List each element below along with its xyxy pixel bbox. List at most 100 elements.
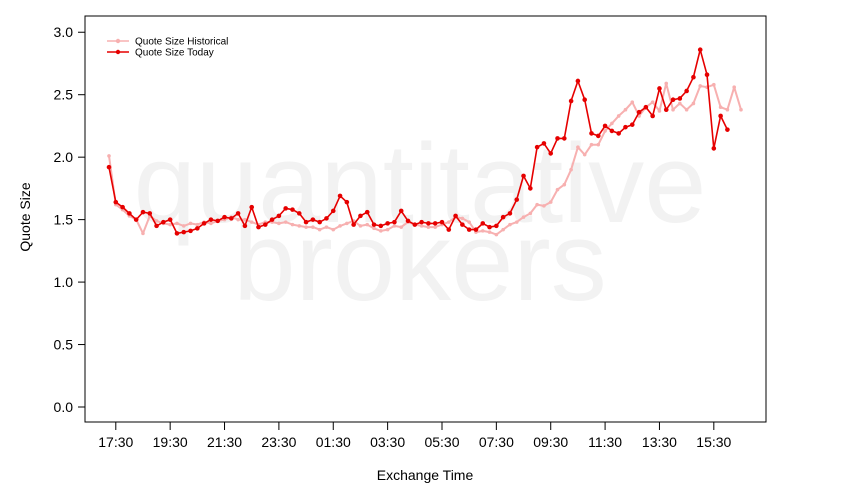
data-point [140,209,146,215]
data-point [113,199,119,205]
data-point [188,221,193,226]
watermark: quantitative brokers [134,121,707,324]
data-point [141,231,145,236]
data-point [161,219,166,225]
data-point [372,226,376,231]
data-point [358,213,363,219]
data-point [636,109,642,115]
data-point [684,107,689,112]
data-point [704,72,710,78]
x-tick-label: 01:30 [316,434,351,450]
data-point [365,222,370,227]
series-historical [107,81,743,237]
data-point [446,227,452,232]
data-point [596,142,601,147]
data-point [657,109,662,113]
data-point [310,217,316,222]
data-point [419,224,424,228]
data-point [528,186,533,191]
data-point [188,228,193,234]
y-axis: 0.0 0.5 1.0 1.5 2.0 2.5 3.0 [54,24,85,415]
data-point [643,104,649,110]
data-point [589,142,594,147]
data-point [371,222,377,227]
data-point [379,229,383,233]
data-point [106,164,112,170]
data-point [324,225,329,229]
y-tick-label: 2.5 [54,87,74,103]
data-point [249,204,255,210]
series-layer [106,47,743,237]
data-point [460,216,465,221]
y-axis-title: Quote Size [17,182,33,251]
data-point [650,100,655,104]
data-point [243,217,247,222]
x-tick-label: 13:30 [642,434,677,450]
data-point [195,226,200,231]
data-point [670,97,676,102]
data-point [364,209,370,215]
data-point [195,222,200,227]
data-point [276,213,282,219]
data-point [664,81,669,86]
data-point [432,221,438,226]
data-point [168,222,172,227]
data-point [630,100,635,104]
data-point [725,107,730,112]
data-point [317,227,322,232]
data-point [616,131,621,136]
data-point [269,217,275,222]
data-point [575,78,581,84]
data-point [235,211,241,216]
data-point [718,113,723,119]
x-axis: 17:30 19:30 21:30 23:30 01:30 03:30 05:30 07:30… [98,422,732,450]
data-point [534,144,540,150]
x-tick-label: 21:30 [207,434,242,450]
data-point [412,222,418,227]
data-point [229,216,234,221]
y-tick-label: 3.0 [54,24,74,40]
y-tick-label: 1.5 [54,212,74,228]
data-point [399,225,404,229]
data-point [154,223,159,229]
data-point [562,182,567,187]
data-point [663,107,669,112]
data-point [609,128,615,134]
x-tick-label: 11:30 [588,434,622,450]
legend-label: Quote Size Historical [135,37,228,48]
data-point [678,101,682,106]
data-point [215,218,221,224]
x-tick-label: 05:30 [424,434,459,450]
data-point [133,217,139,222]
data-point [290,207,295,212]
data-point [582,152,587,157]
x-tick-label: 19:30 [153,434,188,450]
series-today [106,47,730,236]
data-point [712,82,716,87]
data-point [535,202,539,207]
data-point [337,193,343,199]
data-point [453,213,458,219]
data-point [167,217,173,222]
data-point [154,219,159,223]
data-point [181,229,187,235]
data-point [582,97,587,102]
data-point [650,113,655,119]
data-point [405,218,411,224]
data-point [358,224,363,228]
x-tick-label: 23:30 [261,434,296,450]
data-point [521,173,526,179]
data-point [222,214,227,220]
data-point [623,107,628,112]
data-point [684,88,689,94]
data-point [338,224,342,228]
data-point [691,74,696,80]
data-point [616,114,621,118]
data-point [419,219,424,225]
data-point [595,133,601,139]
data-point [467,220,471,224]
data-point [439,219,445,225]
data-point [568,98,574,104]
